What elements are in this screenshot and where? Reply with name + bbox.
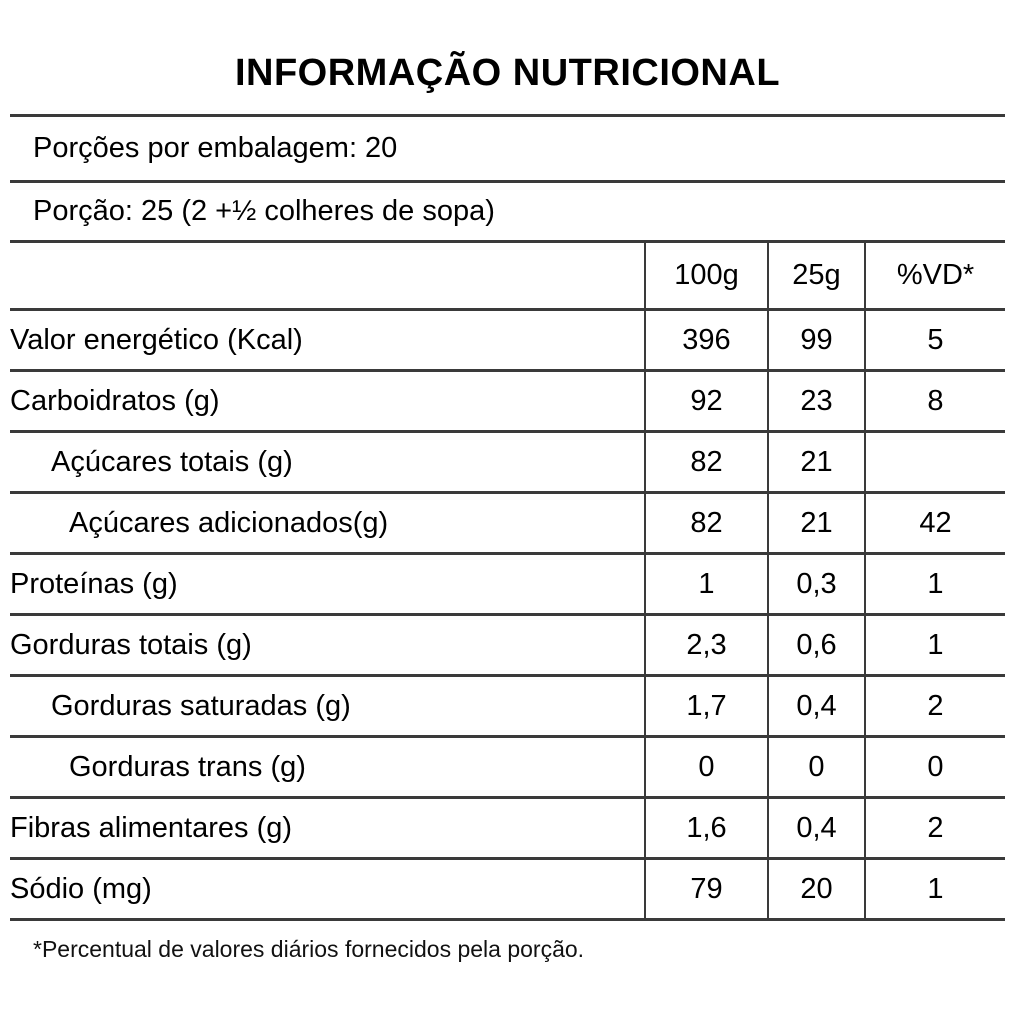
divider-under-servings	[10, 180, 1005, 183]
table-row: Valor energético (Kcal) 396 99 5	[10, 309, 1005, 372]
value-25g: 0,3	[767, 553, 865, 616]
value-25g: 99	[767, 309, 865, 372]
value-vd: 2	[864, 675, 1005, 738]
header-per-25g: 25g	[767, 240, 865, 311]
value-100g: 0	[644, 736, 768, 799]
row-label: Gorduras saturadas (g)	[10, 675, 645, 738]
table-row: Sódio (mg) 79 20 1	[10, 858, 1005, 921]
value-vd: 0	[864, 736, 1005, 799]
daily-value-footnote: *Percentual de valores diários fornecido…	[33, 936, 585, 962]
row-label: Açúcares totais (g)	[10, 431, 645, 494]
header-nutrient	[10, 240, 645, 311]
value-vd: 1	[864, 858, 1005, 921]
table-row: Gorduras totais (g) 2,3 0,6 1	[10, 614, 1005, 677]
value-vd: 2	[864, 797, 1005, 860]
table-row: Gorduras trans (g) 0 0 0	[10, 736, 1005, 799]
value-100g: 82	[644, 492, 768, 555]
table-row: Proteínas (g) 1 0,3 1	[10, 553, 1005, 616]
value-100g: 82	[644, 431, 768, 494]
value-100g: 396	[644, 309, 768, 372]
row-label: Proteínas (g)	[10, 553, 645, 616]
value-25g: 21	[767, 492, 865, 555]
table-row: Carboidratos (g) 92 23 8	[10, 370, 1005, 433]
value-25g: 23	[767, 370, 865, 433]
value-vd: 5	[864, 309, 1005, 372]
value-25g: 0,6	[767, 614, 865, 677]
row-label: Sódio (mg)	[10, 858, 645, 921]
row-label: Açúcares adicionados(g)	[10, 492, 645, 555]
value-100g: 1,6	[644, 797, 768, 860]
row-label: Fibras alimentares (g)	[10, 797, 645, 860]
page-title: INFORMAÇÃO NUTRICIONAL	[234, 52, 781, 94]
row-label: Valor energético (Kcal)	[10, 309, 645, 372]
nutrition-label: INFORMAÇÃO NUTRICIONAL Porções por embal…	[10, 0, 1005, 963]
value-vd: 1	[864, 553, 1005, 616]
header-per-100g: 100g	[644, 240, 768, 311]
row-label: Gorduras totais (g)	[10, 614, 645, 677]
table-row: Gorduras saturadas (g) 1,7 0,4 2	[10, 675, 1005, 738]
value-vd: 8	[864, 370, 1005, 433]
value-vd: 42	[864, 492, 1005, 555]
value-100g: 2,3	[644, 614, 768, 677]
value-25g: 0,4	[767, 797, 865, 860]
serving-size-line: Porção: 25 (2 +½ colheres de sopa)	[33, 195, 495, 227]
table-row: Açúcares totais (g) 82 21	[10, 431, 1005, 494]
value-100g: 1,7	[644, 675, 768, 738]
value-100g: 79	[644, 858, 768, 921]
row-label: Gorduras trans (g)	[10, 736, 645, 799]
table-header-row: 100g 25g %VD*	[10, 240, 1005, 311]
table-row: Fibras alimentares (g) 1,6 0,4 2	[10, 797, 1005, 860]
value-vd: 1	[864, 614, 1005, 677]
nutrition-table: 100g 25g %VD* Valor energético (Kcal) 39…	[10, 240, 1005, 921]
servings-per-package-line: Porções por embalagem: 20	[33, 132, 398, 164]
divider-under-title	[10, 114, 1005, 117]
value-100g: 1	[644, 553, 768, 616]
value-25g: 0	[767, 736, 865, 799]
value-25g: 0,4	[767, 675, 865, 738]
value-100g: 92	[644, 370, 768, 433]
header-daily-value: %VD*	[864, 240, 1005, 311]
row-label: Carboidratos (g)	[10, 370, 645, 433]
table-row: Açúcares adicionados(g) 82 21 42	[10, 492, 1005, 555]
value-25g: 21	[767, 431, 865, 494]
value-25g: 20	[767, 858, 865, 921]
value-vd	[864, 431, 1005, 494]
